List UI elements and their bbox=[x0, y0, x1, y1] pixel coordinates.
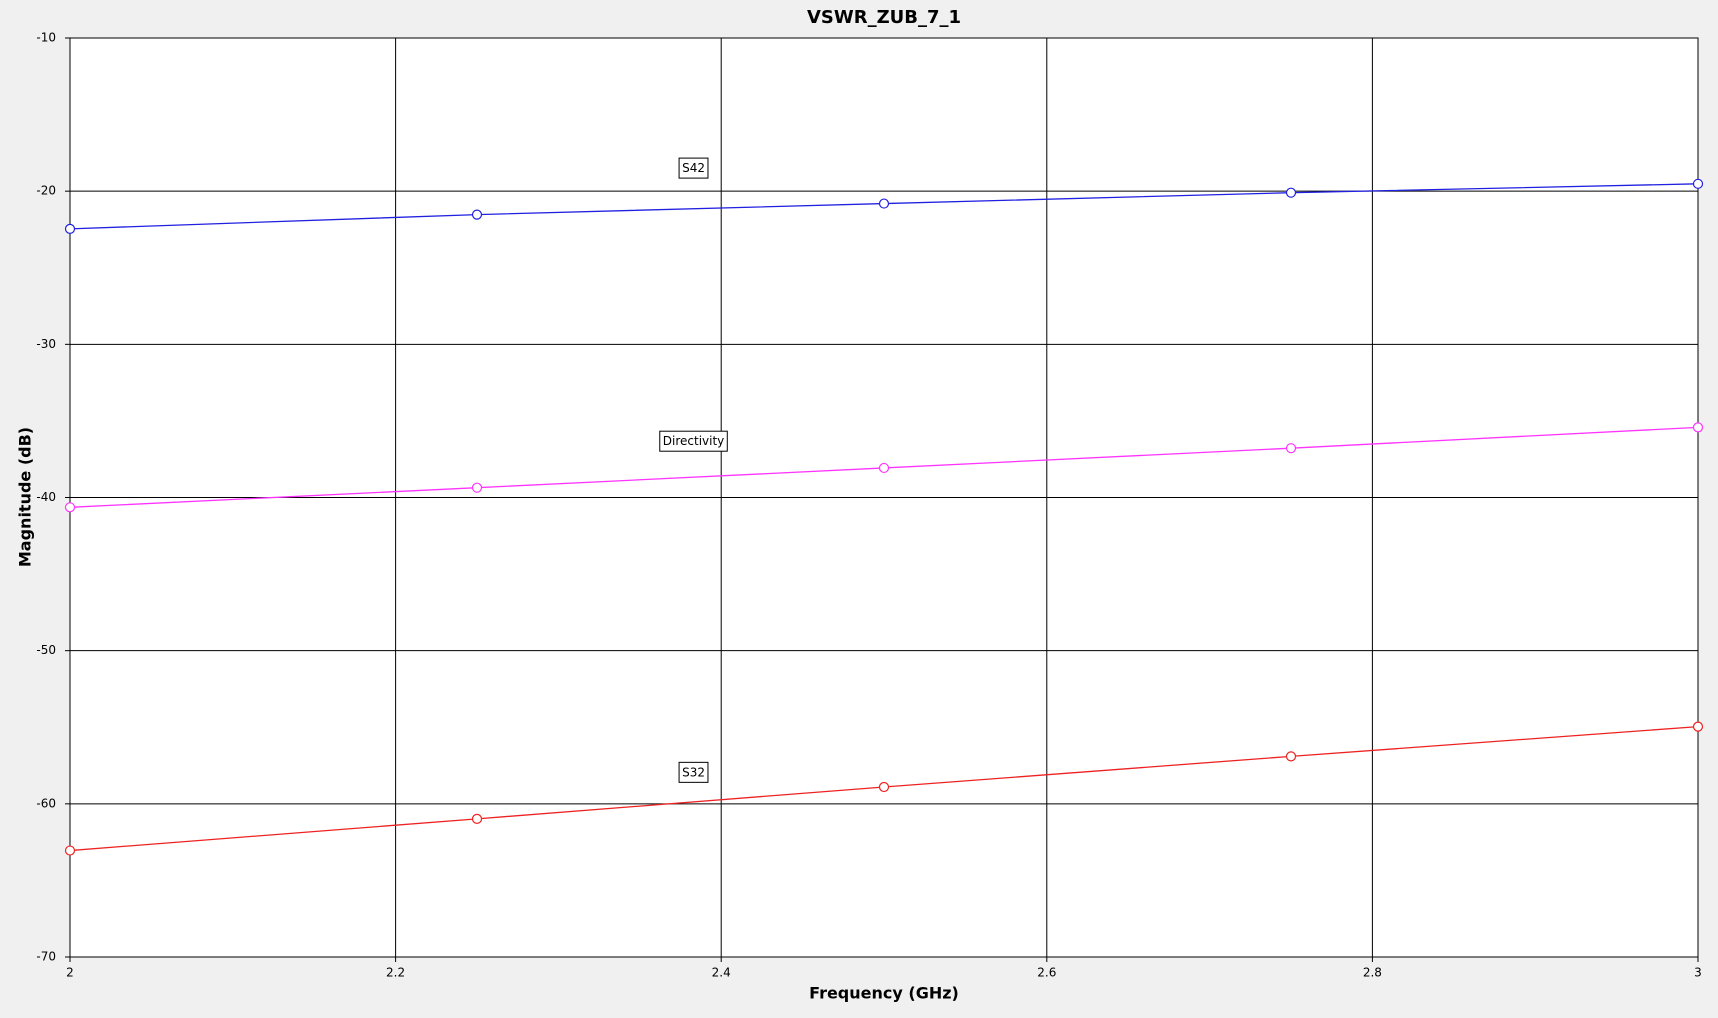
x-tick-label: 2.6 bbox=[1037, 966, 1056, 980]
y-tick-label: -40 bbox=[36, 490, 56, 504]
x-tick-label: 2 bbox=[66, 966, 74, 980]
point bbox=[878, 781, 890, 793]
point bbox=[1692, 422, 1704, 433]
point bbox=[471, 209, 483, 220]
x-tick-label: 2.4 bbox=[712, 966, 731, 980]
series-label-box bbox=[678, 157, 709, 179]
chart-title: VSWR_ZUB_7_1 bbox=[807, 7, 961, 28]
x-tick-label: 2.2 bbox=[386, 966, 405, 980]
y-tick-label: -10 bbox=[36, 31, 56, 45]
point bbox=[1285, 187, 1297, 198]
y-axis-label: Magnitude (dB) bbox=[16, 427, 35, 567]
series-label: S42 bbox=[682, 161, 705, 175]
y-tick-label: -60 bbox=[36, 796, 56, 810]
point bbox=[471, 482, 483, 493]
point bbox=[64, 502, 76, 513]
point bbox=[64, 223, 76, 234]
point bbox=[1692, 721, 1704, 732]
x-tick-label: 2.8 bbox=[1363, 966, 1382, 980]
point bbox=[1285, 443, 1297, 454]
point bbox=[878, 462, 890, 474]
point bbox=[471, 813, 483, 824]
x-tick-label: 3 bbox=[1694, 966, 1702, 980]
point bbox=[878, 198, 890, 209]
point bbox=[64, 845, 76, 856]
y-tick-label: -30 bbox=[36, 337, 56, 351]
point bbox=[1692, 178, 1704, 189]
series-label: S32 bbox=[682, 765, 705, 779]
series-label-box bbox=[659, 430, 728, 452]
y-tick-label: -70 bbox=[36, 950, 56, 964]
series-label-box bbox=[678, 761, 709, 783]
point bbox=[1285, 751, 1297, 762]
x-axis-label: Frequency (GHz) bbox=[809, 984, 959, 1003]
series-label: Directivity bbox=[663, 434, 725, 448]
y-tick-label: -20 bbox=[36, 184, 56, 198]
y-tick-label: -50 bbox=[36, 643, 56, 657]
